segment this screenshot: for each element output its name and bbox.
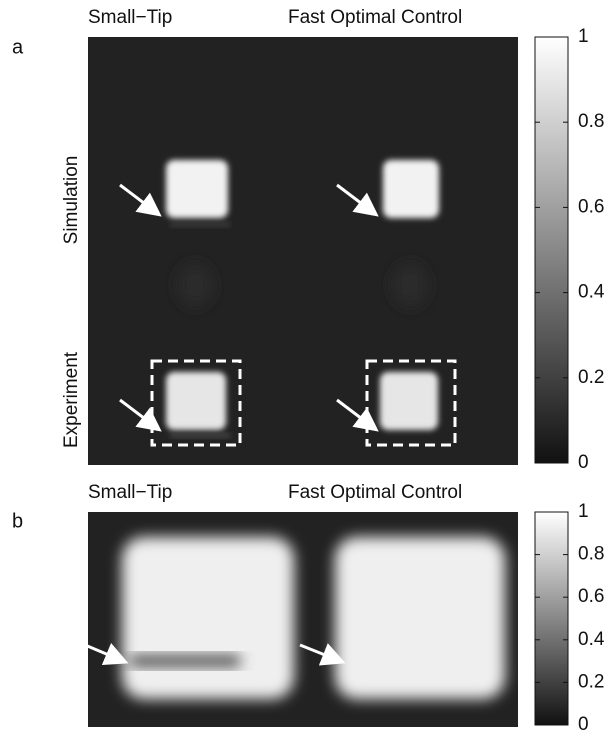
tick-label: 0.2 [578, 367, 604, 388]
tick-label: 0.6 [578, 586, 604, 607]
image-a [88, 37, 518, 465]
tick-label: 0.6 [578, 196, 604, 217]
colorbar [534, 36, 569, 464]
column-title: Small−Tip [88, 482, 172, 503]
tick-label: 1 [578, 26, 589, 47]
column-title: Fast Optimal Control [288, 7, 462, 28]
tick-label: 0.8 [578, 544, 604, 565]
tick-label: 0.8 [578, 111, 604, 132]
row-label: Experiment [61, 351, 82, 448]
tick-label: 0 [578, 714, 589, 735]
colorbar [534, 511, 569, 726]
tick-label: 0.4 [578, 282, 605, 303]
panel-label: a [12, 36, 24, 58]
tick-label: 0.4 [578, 629, 605, 650]
column-title: Small−Tip [88, 7, 172, 28]
image-b [84, 512, 518, 727]
tick-label: 0.2 [578, 671, 604, 692]
tick-label: 1 [578, 501, 589, 522]
panel-label: b [12, 510, 23, 532]
column-title: Fast Optimal Control [288, 482, 462, 503]
row-label: Simulation [61, 156, 82, 245]
tick-label: 0 [578, 452, 589, 473]
